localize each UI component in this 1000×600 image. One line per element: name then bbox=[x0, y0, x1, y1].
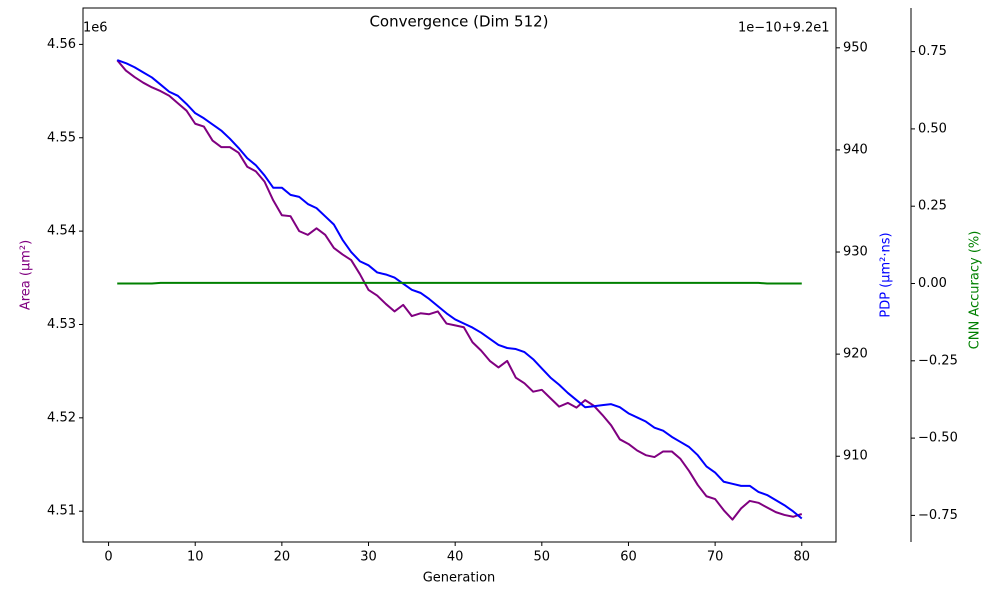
x-tick-label: 70 bbox=[707, 550, 724, 565]
series-line bbox=[116, 59, 803, 521]
y-axis-label: Area (μm²) bbox=[19, 240, 34, 310]
x-tick-label: 30 bbox=[360, 550, 377, 565]
series-line bbox=[116, 59, 803, 520]
y2-tick-label: 940 bbox=[843, 142, 868, 157]
y3-tick-label: 0.00 bbox=[918, 276, 947, 291]
x-tick-label: 50 bbox=[534, 550, 551, 565]
y2-offset-text: 1e−10+9.2e1 bbox=[738, 21, 830, 36]
x-tick-label: 0 bbox=[104, 550, 112, 565]
x-tick-label: 40 bbox=[447, 550, 464, 565]
y3-tick-label: −0.25 bbox=[918, 353, 958, 368]
y3-tick-label: 0.50 bbox=[918, 121, 947, 136]
y2-tick-label: 930 bbox=[843, 245, 868, 260]
y3-axis-label: CNN Accuracy (%) bbox=[968, 231, 983, 350]
y-tick-label: 4.51 bbox=[47, 504, 76, 519]
y3-tick-label: −0.75 bbox=[918, 508, 958, 523]
y2-tick-label: 920 bbox=[843, 347, 868, 362]
y2-tick-label: 950 bbox=[843, 40, 868, 55]
x-axis-label: Generation bbox=[423, 571, 496, 586]
y2-tick-label: 910 bbox=[843, 449, 868, 464]
y2-axis-label: PDP (μm²·ns) bbox=[879, 232, 894, 317]
chart-title: Convergence (Dim 512) bbox=[369, 13, 548, 31]
y-tick-label: 4.56 bbox=[47, 37, 76, 52]
x-tick-label: 10 bbox=[187, 550, 204, 565]
y-tick-label: 4.54 bbox=[47, 224, 76, 239]
y-tick-label: 4.55 bbox=[47, 130, 76, 145]
series-line bbox=[117, 281, 802, 285]
x-tick-label: 80 bbox=[793, 550, 810, 565]
y-tick-label: 4.53 bbox=[47, 317, 76, 332]
x-tick-label: 60 bbox=[620, 550, 637, 565]
y3-tick-label: 0.25 bbox=[918, 199, 947, 214]
y3-tick-label: −0.50 bbox=[918, 431, 958, 446]
y-tick-label: 4.52 bbox=[47, 410, 76, 425]
y3-tick-label: 0.75 bbox=[918, 44, 947, 59]
x-tick-label: 20 bbox=[274, 550, 291, 565]
y-offset-text: 1e6 bbox=[83, 21, 108, 36]
plot-frame bbox=[82, 7, 837, 543]
